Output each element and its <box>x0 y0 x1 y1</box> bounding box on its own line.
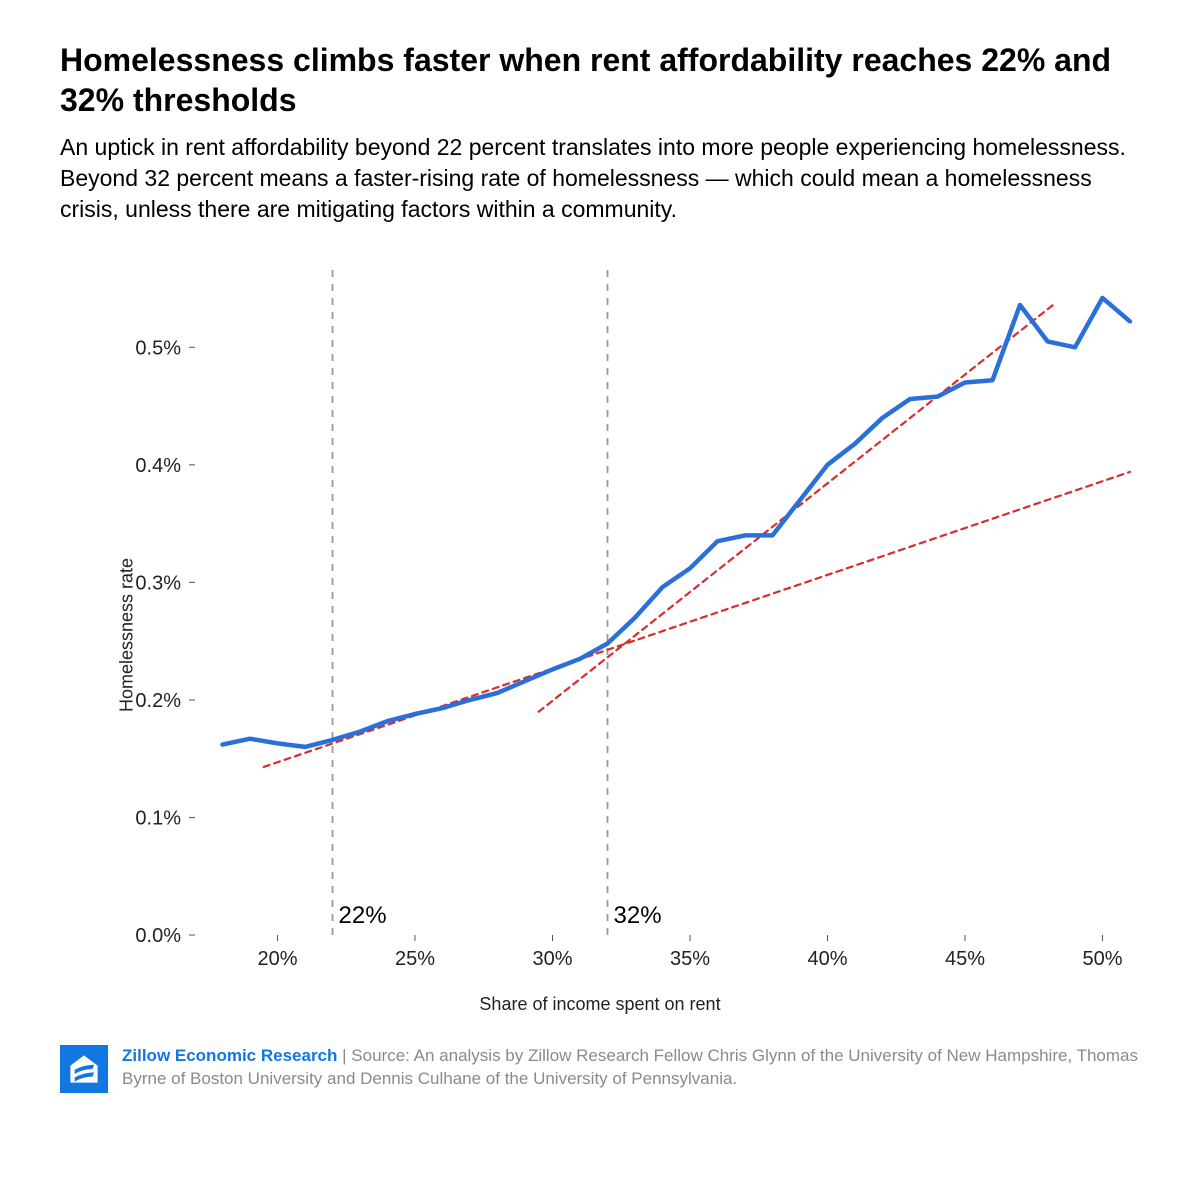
svg-text:30%: 30% <box>532 948 572 970</box>
svg-text:0.4%: 0.4% <box>135 455 181 477</box>
svg-text:45%: 45% <box>945 948 985 970</box>
svg-text:25%: 25% <box>395 948 435 970</box>
svg-text:22%: 22% <box>339 902 387 929</box>
svg-text:0.1%: 0.1% <box>135 808 181 830</box>
svg-text:0.0%: 0.0% <box>135 925 181 947</box>
chart-footer: Zillow Economic Research | Source: An an… <box>60 1045 1140 1093</box>
svg-text:32%: 32% <box>614 902 662 929</box>
footer-separator: | <box>337 1046 351 1065</box>
x-axis-label: Share of income spent on rent <box>479 994 720 1015</box>
chart-area: Homelessness rate 0.0%0.1%0.2%0.3%0.4%0.… <box>60 255 1140 1015</box>
svg-text:50%: 50% <box>1082 948 1122 970</box>
svg-text:40%: 40% <box>807 948 847 970</box>
svg-text:0.3%: 0.3% <box>135 573 181 595</box>
line-chart-svg: 0.0% 0.1% 0.2% 0.3% 0.4% 0.5% 20% 25% 30% 35% 40% 4… <box>60 255 1140 1015</box>
svg-text:20%: 20% <box>257 948 297 970</box>
footer-brand: Zillow Economic Research <box>122 1046 337 1065</box>
svg-text:0.5%: 0.5% <box>135 337 181 359</box>
source-text: Zillow Economic Research | Source: An an… <box>122 1045 1140 1091</box>
svg-text:35%: 35% <box>670 948 710 970</box>
chart-title: Homelessness climbs faster when rent aff… <box>60 40 1140 120</box>
svg-text:0.2%: 0.2% <box>135 690 181 712</box>
zillow-logo-icon <box>60 1045 108 1093</box>
y-axis-label: Homelessness rate <box>117 558 138 712</box>
chart-subtitle: An uptick in rent affordability beyond 2… <box>60 132 1140 225</box>
